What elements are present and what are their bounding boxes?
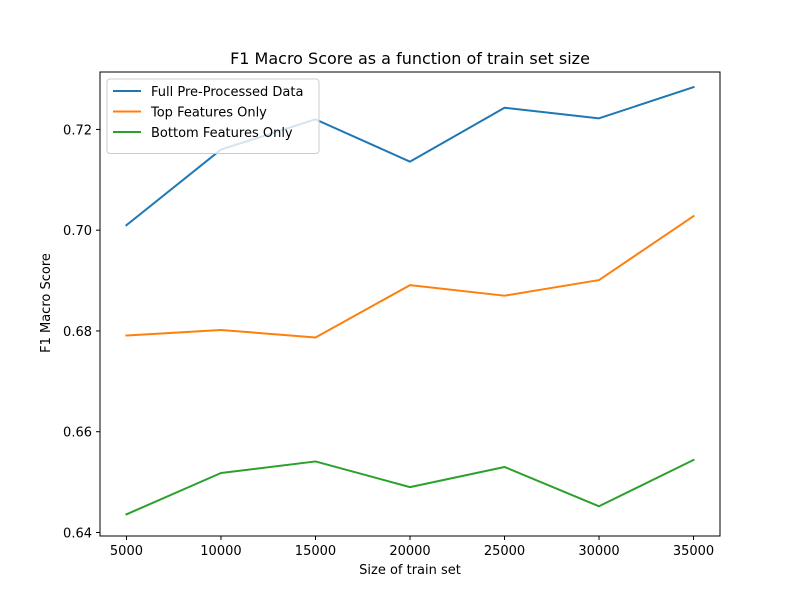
y-tick-label: 0.72 [63,123,92,138]
axes: 5000 10000 15000 20000 25000 30000 35000 0.64 0.… [63,71,721,559]
x-axis-label: Size of train set [359,563,461,578]
legend: Full Pre-Processed Data Top Features Only… [106,78,320,154]
legend-box [106,78,320,154]
legend-label: Top Features Only [150,106,267,121]
legend-label: Full Pre-Processed Data [151,85,303,100]
x-tick-label: 10000 [200,544,241,559]
x-tick-label: 25000 [484,544,525,559]
y-axis-label: F1 Macro Score [39,253,54,353]
x-tick-label: 20000 [389,544,430,559]
x-tick-label: 35000 [673,544,714,559]
chart-title: F1 Macro Score as a function of train se… [230,49,590,68]
y-tick-label: 0.64 [63,526,92,541]
y-tick-label: 0.70 [63,224,92,239]
x-tick-label: 5000 [110,544,143,559]
y-tick-label: 0.66 [63,426,92,441]
x-tick-label: 15000 [295,544,336,559]
series-line-3 [125,458,695,516]
series-line-2 [125,214,695,339]
y-tick-label: 0.68 [63,325,92,340]
x-tick-label: 30000 [578,544,619,559]
legend-label: Bottom Features Only [151,126,293,141]
